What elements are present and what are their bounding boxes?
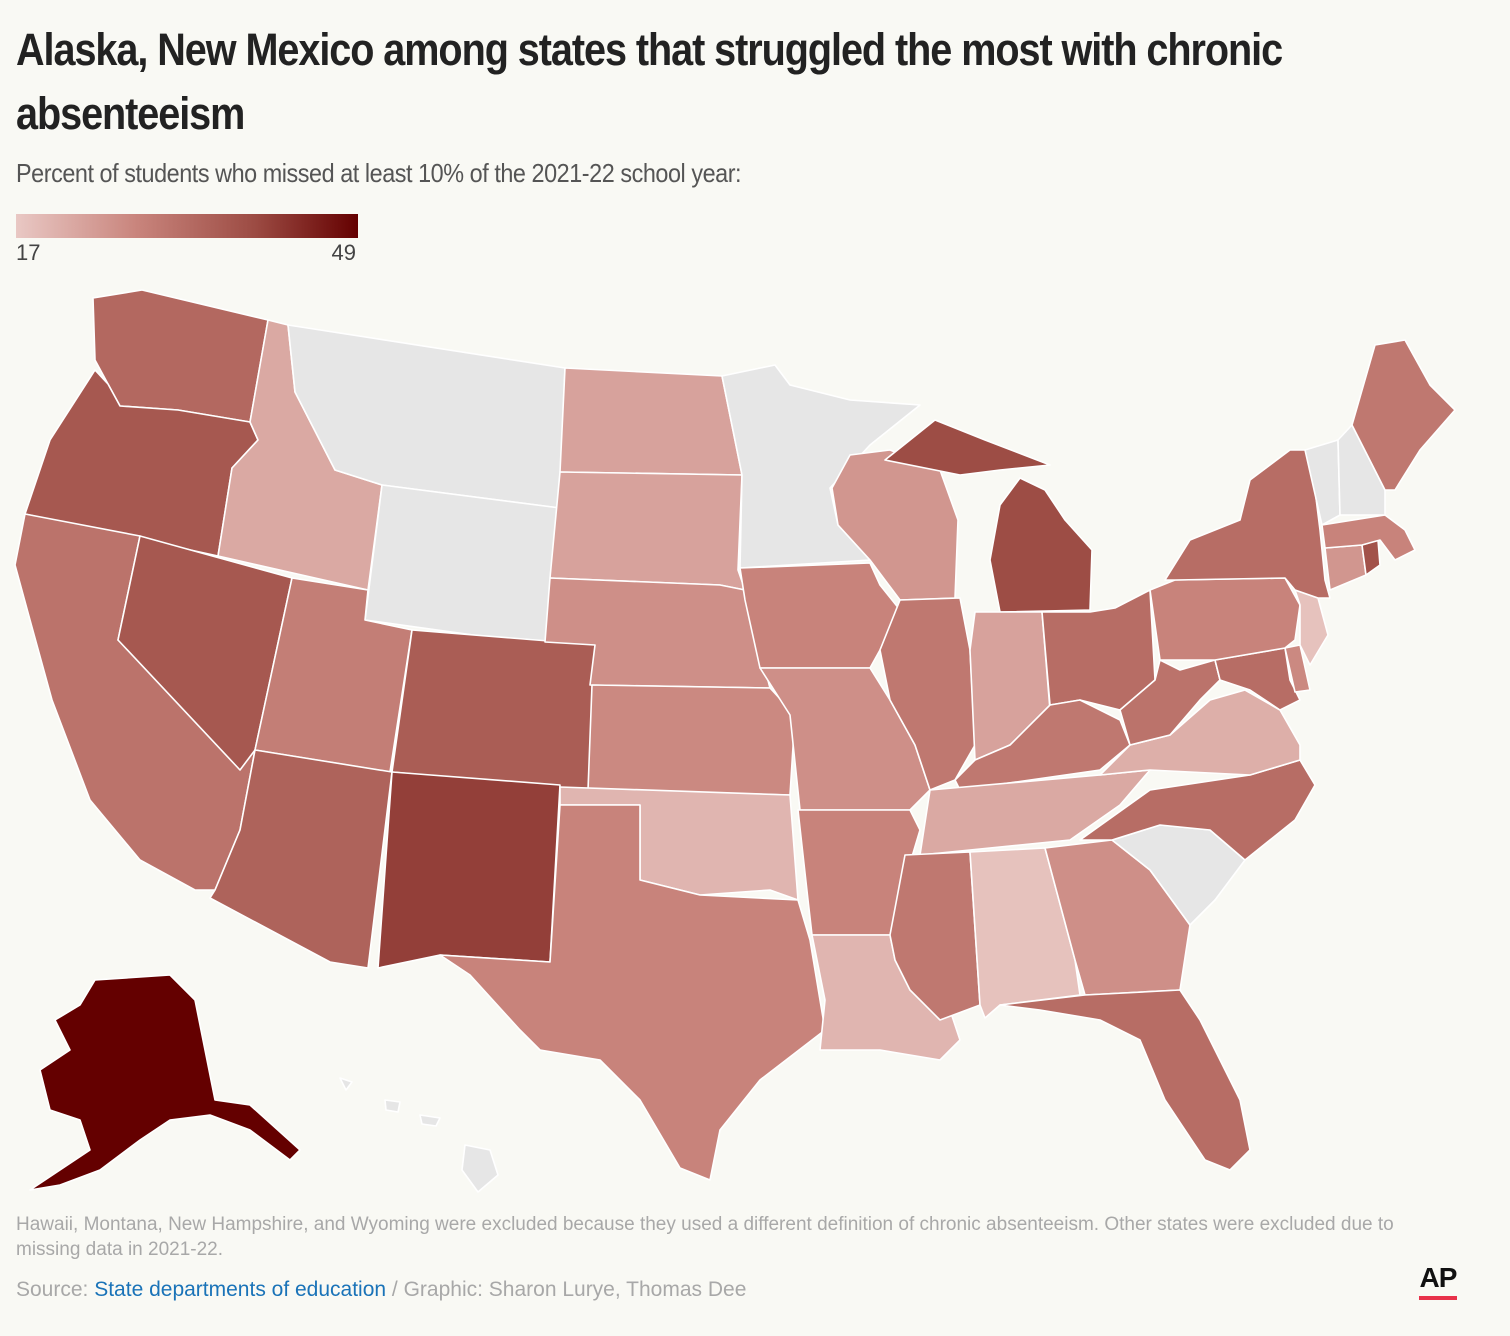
state-connecticut[interactable] [1324,544,1367,591]
state-new-mexico[interactable] [377,771,561,969]
state-kentucky[interactable] [954,699,1131,791]
state-new-york[interactable] [1164,449,1331,599]
legend-max-label: 49 [331,240,356,265]
state-south-dakota[interactable] [549,471,746,591]
source-line: Source: State departments of education /… [16,1278,746,1302]
source-prefix: Source: [16,1278,95,1301]
state-nevada[interactable] [117,535,293,771]
state-wyoming[interactable] [364,484,561,646]
state-delaware[interactable] [1284,644,1311,693]
state-maine[interactable] [1351,339,1456,491]
state-washington[interactable] [92,289,269,423]
state-pennsylvania[interactable] [1149,577,1301,661]
state-hawaii[interactable] [339,1077,499,1193]
us-choropleth-map [14,289,1456,1193]
chart-subtitle: Percent of students who missed at least … [16,158,742,188]
state-alaska[interactable] [29,974,301,1191]
state-north-dakota[interactable] [559,367,743,476]
source-link[interactable]: State departments of education [94,1278,387,1301]
state-arizona[interactable] [209,749,393,969]
state-north-carolina[interactable] [1079,759,1316,861]
ap-logo-underline [1419,1296,1457,1300]
state-kansas[interactable] [587,684,796,796]
state-texas[interactable] [439,804,826,1181]
state-colorado[interactable] [391,629,599,791]
ap-logo: AP [1419,1262,1458,1293]
state-new-hampshire[interactable] [1337,424,1386,516]
legend-min-label: 17 [16,240,41,265]
footnote: Hawaii, Montana, New Hampshire, and Wyom… [16,1214,1394,1260]
state-iowa[interactable] [739,562,901,669]
chart-title: Alaska, New Mexico among states that str… [16,24,1283,139]
state-michigan[interactable] [884,419,1093,613]
color-legend: 17 49 [16,214,358,266]
state-rhode-island[interactable] [1361,539,1381,576]
credits: / Graphic: Sharon Lurye, Thomas Dee [386,1278,747,1301]
state-illinois[interactable] [879,597,976,791]
legend-gradient-bar [16,214,358,238]
state-florida[interactable] [999,989,1251,1171]
state-massachusetts[interactable] [1321,514,1416,561]
